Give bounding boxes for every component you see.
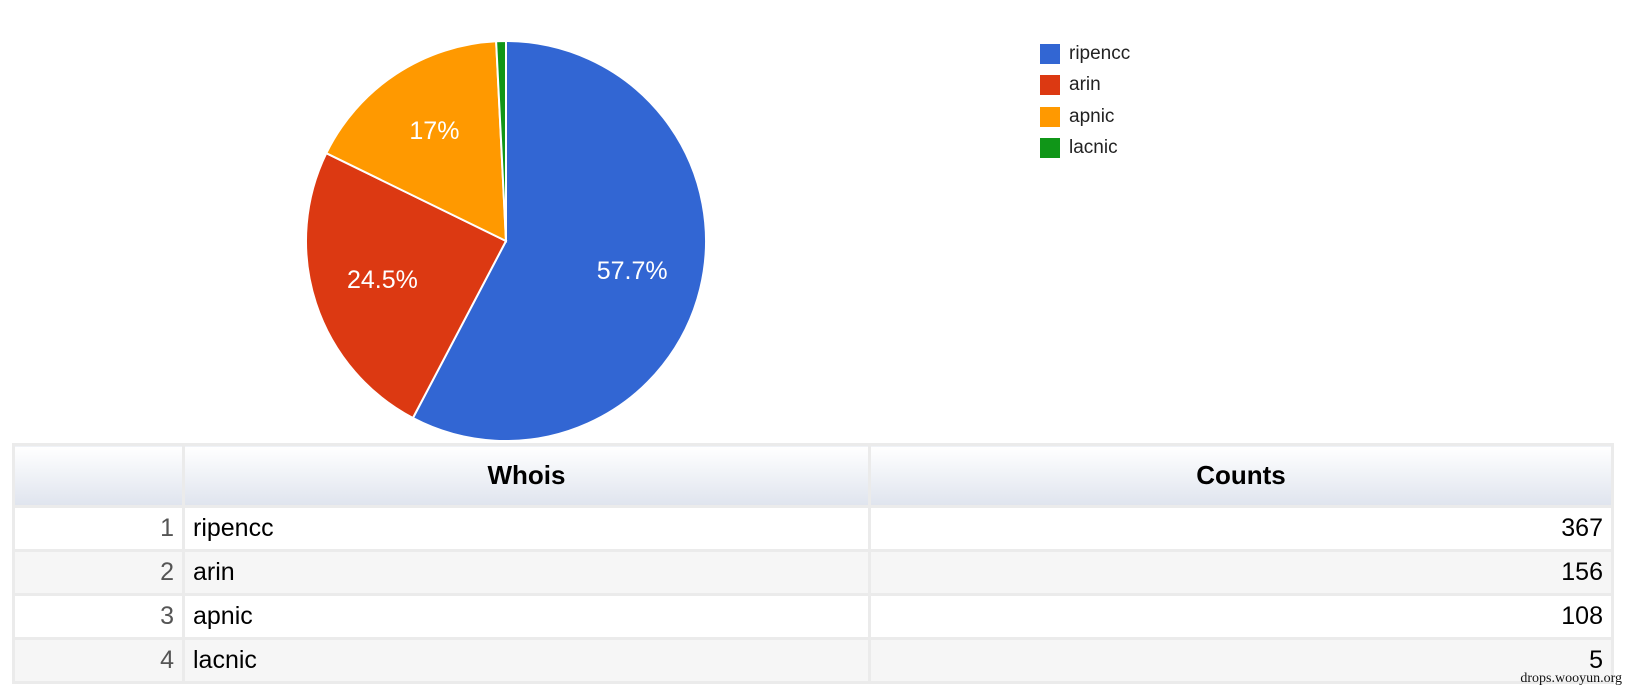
table-header-row: Whois Counts xyxy=(12,443,1614,508)
pie-slice-ripencc[interactable] xyxy=(411,39,707,440)
table-row[interactable]: 1 ripencc 367 xyxy=(12,505,1614,552)
row-number: 1 xyxy=(12,505,185,552)
count-cell: 367 xyxy=(868,505,1614,552)
legend-label: arin xyxy=(1069,74,1101,96)
legend-label: ripencc xyxy=(1069,42,1131,64)
whois-cell: lacnic xyxy=(182,637,871,684)
legend-label: apnic xyxy=(1069,105,1115,127)
row-number: 3 xyxy=(12,593,185,640)
pie-chart: 57.7% 24.5% 17% xyxy=(305,39,707,440)
watermark: drops.wooyun.org xyxy=(1520,671,1622,686)
count-cell: 108 xyxy=(868,593,1614,640)
legend-swatch xyxy=(1040,138,1060,159)
legend-item-apnic[interactable]: apnic xyxy=(1040,101,1130,133)
count-cell: 156 xyxy=(868,549,1614,596)
pie-slice-apnic[interactable] xyxy=(324,40,508,243)
legend-item-lacnic[interactable]: lacnic xyxy=(1040,133,1130,165)
legend-label: lacnic xyxy=(1069,137,1118,159)
legend-swatch xyxy=(1040,75,1060,96)
pie-label-ripencc: 57.7% xyxy=(597,257,668,285)
row-number: 2 xyxy=(12,549,185,596)
whois-cell: apnic xyxy=(182,593,871,640)
table-row[interactable]: 3 apnic 108 xyxy=(12,593,1614,640)
chart-legend: ripencc arin apnic lacnic xyxy=(1040,38,1130,164)
column-header-counts[interactable]: Counts xyxy=(868,443,1614,508)
legend-swatch xyxy=(1040,43,1060,64)
column-header-index[interactable] xyxy=(12,443,185,508)
row-number: 4 xyxy=(12,637,185,684)
legend-item-ripencc[interactable]: ripencc xyxy=(1040,38,1130,70)
table-row[interactable]: 4 lacnic 5 xyxy=(12,637,1614,684)
column-header-whois[interactable]: Whois xyxy=(182,443,871,508)
pie-label-apnic: 17% xyxy=(409,117,459,145)
pie-label-arin: 24.5% xyxy=(347,266,418,294)
data-table: Whois Counts 1 ripencc 367 2 arin 156 3 … xyxy=(12,443,1614,684)
legend-swatch xyxy=(1040,106,1060,127)
whois-cell: ripencc xyxy=(182,505,871,552)
legend-item-arin[interactable]: arin xyxy=(1040,70,1130,102)
pie-slice-lacnic[interactable] xyxy=(495,39,507,242)
table-row[interactable]: 2 arin 156 xyxy=(12,549,1614,596)
pie-slice-arin[interactable] xyxy=(305,151,508,420)
count-cell: 5 xyxy=(868,637,1614,684)
whois-cell: arin xyxy=(182,549,871,596)
